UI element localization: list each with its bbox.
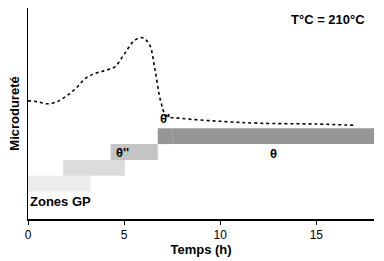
svg-text:Zones GP: Zones GP [30,194,91,209]
svg-text:θ: θ [270,146,277,161]
svg-text:10: 10 [214,228,228,242]
svg-text:5: 5 [121,228,128,242]
svg-text:T°C = 210°C: T°C = 210°C [291,12,365,27]
svg-text:Temps (h): Temps (h) [170,242,231,257]
svg-text:θ': θ' [160,111,170,126]
svg-text:15: 15 [310,228,324,242]
svg-text:Microdureté: Microdureté [7,76,22,150]
svg-text:0: 0 [25,228,32,242]
svg-text:θ'': θ'' [116,145,129,160]
